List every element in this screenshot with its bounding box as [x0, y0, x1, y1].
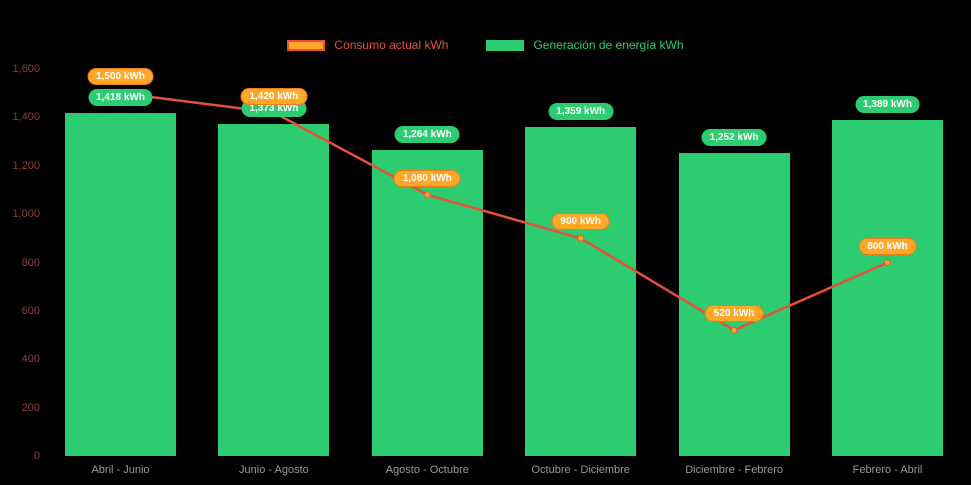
consumo-value-label: 520 kWh	[704, 305, 764, 323]
y-axis-tick-label: 0	[33, 450, 40, 462]
line-point[interactable]	[730, 326, 738, 334]
generacion-value-label: 1,264 kWh	[394, 126, 460, 144]
generacion-value-label: 1,359 kWh	[548, 103, 614, 121]
bar-generacion[interactable]	[65, 113, 176, 456]
x-axis-category-label: Agosto - Octubre	[385, 464, 469, 476]
bar-generacion[interactable]	[218, 123, 330, 456]
line-point[interactable]	[884, 259, 891, 266]
line-point[interactable]	[577, 234, 585, 242]
line-point[interactable]	[423, 191, 431, 199]
generacion-value-label: 1,252 kWh	[701, 129, 767, 147]
consumo-legend-swatch	[287, 39, 326, 51]
y-axis-tick-label: 600	[21, 304, 40, 317]
consumo-value-label: 900 kWh	[551, 213, 610, 231]
generacion-value-label: 1,418 kWh	[88, 89, 153, 107]
consumo-value-label: 800 kWh	[858, 237, 917, 255]
x-axis-category-label: Diciembre - Febrero	[685, 464, 783, 476]
y-axis-tick-label: 200	[21, 401, 40, 414]
consumo-value-label: 1,420 kWh	[240, 87, 308, 105]
y-axis-tick-label: 1,200	[12, 159, 40, 172]
y-axis-tick-label: 1,000	[12, 208, 40, 221]
y-axis-tick-label: 400	[21, 353, 40, 366]
bar-generacion[interactable]	[678, 153, 790, 456]
y-axis-tick-label: 1,600	[12, 63, 40, 75]
legend-label-consumo: Consumo actual kWh	[334, 38, 449, 52]
consumo-value-label: 1,080 kWh	[393, 169, 461, 187]
y-axis-tick-label: 800	[21, 256, 40, 269]
chart-legend: Consumo actual kWh Generación de energía…	[0, 38, 971, 52]
x-axis-category-label: Abril - Junio	[91, 464, 150, 476]
y-axis-tick-label: 1,400	[12, 111, 40, 124]
x-axis-category-label: Junio - Agosto	[239, 464, 309, 476]
legend-item-generacion[interactable]: Generación de energía kWh	[486, 38, 684, 52]
x-axis-category-label: Febrero - Abril	[852, 464, 923, 476]
bar-generacion[interactable]	[371, 150, 483, 456]
generacion-value-label: 1,389 kWh	[855, 96, 920, 114]
consumo-value-label: 1,500 kWh	[87, 68, 154, 86]
legend-item-consumo[interactable]: Consumo actual kWh	[287, 38, 448, 52]
generacion-legend-swatch	[486, 39, 525, 51]
legend-label-generacion: Generación de energía kWh	[533, 38, 684, 52]
consumo-line	[120, 91, 889, 332]
bar-generacion[interactable]	[832, 120, 943, 456]
bar-generacion[interactable]	[525, 127, 637, 456]
x-axis-category-label: Octubre - Diciembre	[531, 464, 630, 476]
